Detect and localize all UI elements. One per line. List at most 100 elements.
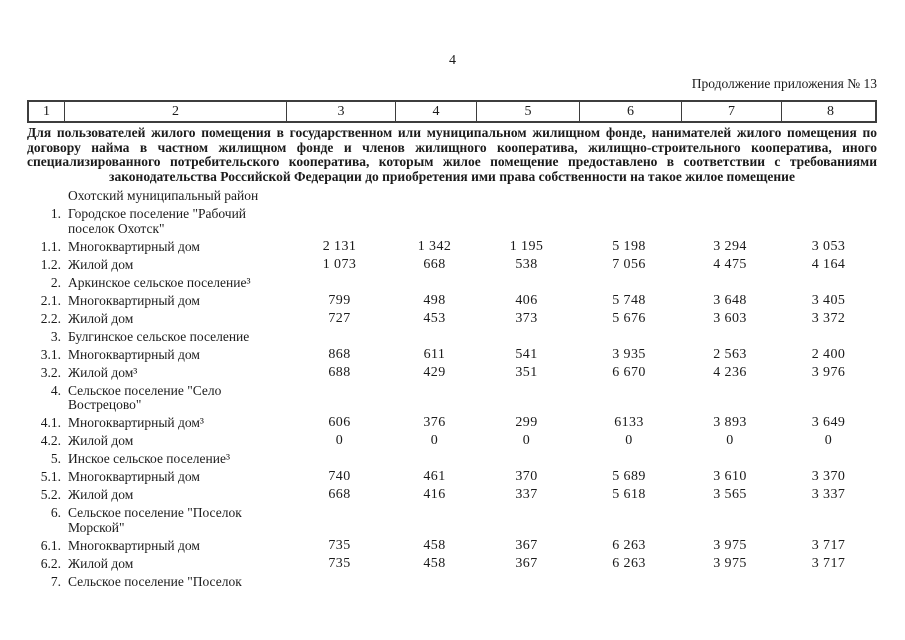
row-value: 0 [430, 433, 439, 448]
row-name: Многоквартирный дом [68, 346, 200, 362]
row-value: 5 618 [612, 487, 646, 502]
row-number: 4.1. [40, 415, 61, 430]
row-number: 2.2. [40, 310, 61, 326]
row-value: 367 [515, 537, 538, 553]
table-row: 1. Городское поселение "Рабочий поселок … [27, 206, 877, 236]
row-value: 5 676 [612, 310, 646, 326]
row-value: 6133 [614, 415, 644, 430]
table-row: Охотский муниципальный район [27, 188, 877, 204]
row-value: 6 263 [612, 537, 646, 553]
row-value: 3 337 [811, 487, 846, 502]
row-name: Многоквартирный дом³ [68, 415, 204, 430]
row-value: 4 475 [713, 256, 747, 272]
row-name: Инское сельское поселение³ [68, 451, 230, 466]
continuation-label: Продолжение приложения № 13 [691, 76, 877, 91]
row-name: Городское поселение "Рабочий поселок Охо… [68, 206, 247, 236]
row-value: 3 610 [713, 469, 747, 484]
row-number: 5.1. [40, 469, 61, 484]
row-name: Жилой дом [68, 487, 134, 502]
row-value: 3 649 [811, 415, 846, 430]
row-value: 370 [515, 469, 538, 484]
row-name: Многоквартирный дом [68, 469, 200, 484]
row-number: 3. [50, 328, 61, 344]
row-name: Сельское поселение "Село Вострецово" [68, 382, 222, 412]
row-value: 3 975 [713, 555, 747, 571]
row-value: 868 [328, 346, 351, 362]
row-value: 3 372 [811, 310, 846, 326]
row-value: 668 [423, 256, 446, 272]
row-value: 453 [423, 310, 446, 326]
row-value: 3 648 [713, 292, 747, 308]
category-note: Для пользователей жилого помещения в гос… [27, 125, 877, 184]
row-name: Многоквартирный дом [68, 292, 200, 308]
row-value: 7 056 [612, 256, 646, 272]
row-value: 538 [515, 256, 538, 272]
header-cell: 2 [65, 102, 287, 121]
row-value: 3 717 [811, 555, 846, 571]
row-value: 3 717 [811, 537, 846, 553]
row-name: Жилой дом [68, 256, 134, 272]
row-value: 688 [328, 364, 351, 380]
header-cell: 8 [827, 104, 834, 119]
row-value: 5 689 [612, 469, 646, 484]
table-row: 3.2. Жилой дом³ 688 429 351 6 670 4 236 … [27, 364, 877, 381]
row-name: Жилой дом [68, 555, 134, 571]
row-value: 3 893 [713, 415, 747, 430]
table-row: 5.2. Жилой дом 668 416 337 5 618 3 565 3… [27, 487, 877, 503]
row-value: 498 [423, 292, 446, 308]
row-value: 6 263 [612, 555, 646, 571]
row-number: 5.2. [40, 487, 61, 502]
table-row: 4.2. Жилой дом 0 0 0 0 0 0 [27, 433, 877, 449]
row-number: 7. [50, 573, 61, 589]
row-number: 4.2. [40, 433, 61, 448]
row-value: 2 131 [322, 238, 357, 254]
row-number: 4. [50, 382, 61, 398]
row-value: 6 670 [612, 364, 646, 380]
row-value: 3 935 [612, 346, 646, 362]
row-name: Булгинское сельское поселение [68, 328, 250, 344]
row-name: Жилой дом³ [68, 364, 138, 380]
row-value: 0 [522, 433, 531, 448]
row-value: 4 164 [811, 256, 846, 272]
page-number: 4 [449, 53, 456, 68]
header-cell: 6 [580, 102, 682, 121]
row-name: Многоквартирный дом [68, 238, 200, 254]
row-name: Аркинское сельское поселение³ [68, 274, 251, 290]
row-value: 0 [335, 433, 344, 448]
row-value: 611 [423, 346, 446, 362]
table-row: 4.1. Многоквартирный дом³ 606 376 299 61… [27, 415, 877, 431]
row-value: 299 [515, 415, 538, 430]
row-value: 5 198 [612, 238, 646, 254]
row-value: 3 405 [811, 292, 846, 308]
row-value: 351 [515, 364, 538, 380]
table-body: Охотский муниципальный район 1. Городско… [27, 188, 877, 593]
table-row: 2.1. Многоквартирный дом 799 498 406 5 7… [27, 292, 877, 309]
row-name: Сельское поселение "Поселок [68, 573, 242, 589]
row-name: Жилой дом [68, 433, 134, 448]
row-name: Сельское поселение "Поселок Морской" [68, 505, 242, 535]
row-value: 0 [824, 433, 833, 448]
row-value: 727 [328, 310, 351, 326]
table-row: 3.1. Многоквартирный дом 868 611 541 3 9… [27, 346, 877, 363]
row-number: 2.1. [40, 292, 61, 308]
row-value: 376 [423, 415, 446, 430]
row-name: Охотский муниципальный район [68, 188, 259, 203]
row-value: 3 603 [713, 310, 747, 326]
table-row: 1.2. Жилой дом 1 073 668 538 7 056 4 475… [27, 256, 877, 273]
table-row: 7. Сельское поселение "Поселок [27, 573, 877, 590]
row-value: 3 975 [713, 537, 747, 553]
row-value: 2 400 [811, 346, 846, 362]
row-value: 458 [423, 555, 446, 571]
row-number: 3.1. [40, 346, 61, 362]
row-number: 2. [50, 274, 61, 290]
row-number: 6.1. [40, 537, 61, 553]
header-cell: 4 [396, 102, 477, 121]
row-value: 735 [328, 537, 351, 553]
table-row: 5. Инское сельское поселение³ [27, 451, 877, 467]
table-row: 2.2. Жилой дом 727 453 373 5 676 3 603 3… [27, 310, 877, 327]
row-value: 3 053 [811, 238, 846, 254]
table-row: 2. Аркинское сельское поселение³ [27, 274, 877, 291]
row-value: 3 976 [811, 364, 846, 380]
